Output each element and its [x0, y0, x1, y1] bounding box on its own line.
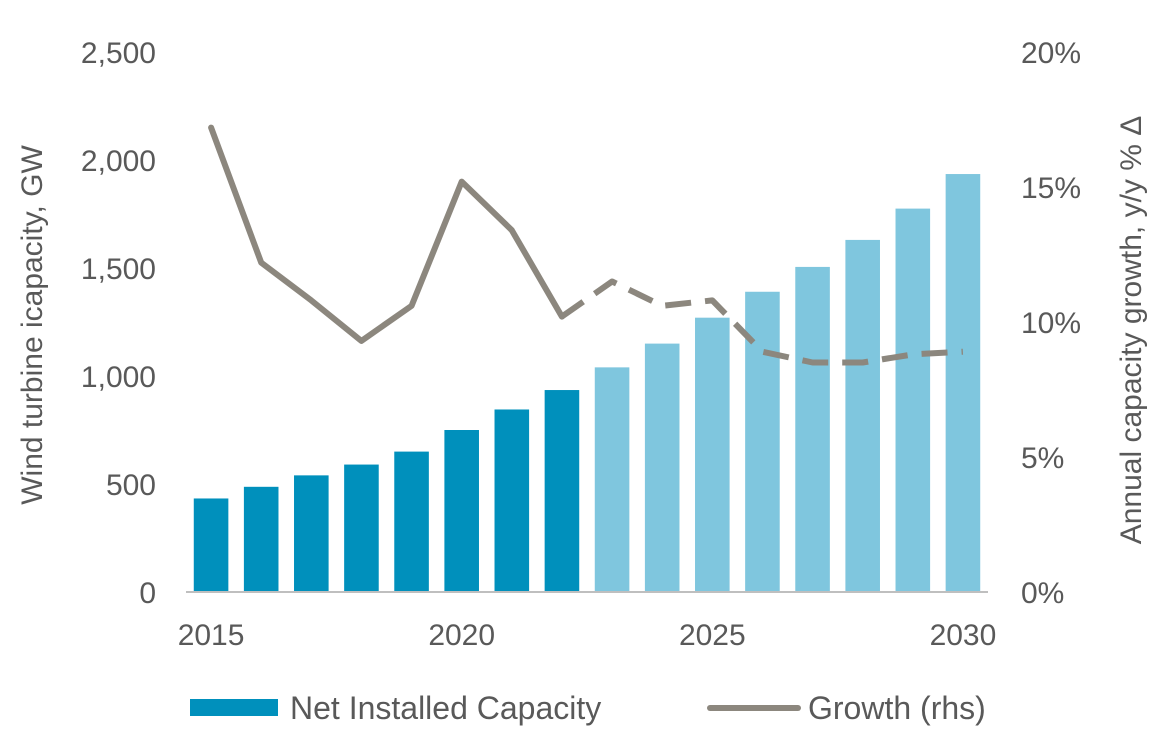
bar-2021	[494, 409, 530, 592]
legend-label-net-installed-capacity: Net Installed Capacity	[290, 690, 601, 726]
y-tick-label-2500: 2,500	[81, 37, 156, 70]
y-tick-label-1500: 1,500	[81, 253, 156, 286]
y2-tick-label-0: 0%	[1021, 577, 1064, 610]
bar-2029	[895, 208, 931, 592]
legend-swatch-net-installed-capacity	[190, 699, 278, 716]
y-tick-label-500: 500	[106, 469, 156, 502]
y-tick-labels: 0 500 1,000 1,500 2,000 2,500	[81, 37, 156, 610]
bar-2028	[845, 239, 880, 593]
legend-label-growth: Growth (rhs)	[808, 690, 986, 726]
x-tick-label-2015: 2015	[178, 619, 245, 652]
bar-2015	[193, 498, 229, 592]
bar-2024	[644, 343, 680, 592]
x-tick-label-2025: 2025	[679, 619, 746, 652]
bar-2023	[594, 367, 630, 592]
y2-tick-label-5: 5%	[1021, 442, 1064, 475]
y2-tick-label-20: 20%	[1021, 37, 1081, 70]
bar-series	[193, 174, 981, 593]
growth-line-forecast	[560, 278, 964, 366]
y-tick-label-0: 0	[139, 577, 156, 610]
bar-2016	[243, 486, 279, 592]
bar-2020	[444, 430, 479, 592]
x-tick-label-2030: 2030	[930, 619, 997, 652]
growth-line-historical	[208, 124, 565, 344]
bar-2017	[294, 475, 329, 592]
bar-2027	[795, 266, 830, 592]
y2-axis-title: Annual capacity growth, y/y % Δ	[1115, 116, 1148, 545]
y2-tick-labels: 0% 5% 10% 15% 20%	[1021, 37, 1081, 610]
legend: Net Installed Capacity Growth (rhs)	[190, 690, 986, 726]
bar-2018	[344, 464, 379, 592]
y-tick-label-2000: 2,000	[81, 145, 156, 178]
bar-2019	[394, 451, 429, 592]
x-tick-label-2020: 2020	[428, 619, 495, 652]
y-tick-label-1000: 1,000	[81, 361, 156, 394]
growth-line-series	[208, 124, 964, 366]
bar-2030	[945, 174, 981, 593]
bar-2022	[544, 390, 580, 592]
y-axis-title: Wind turbine icapacity, GW	[16, 145, 49, 505]
y2-tick-label-15: 15%	[1021, 172, 1081, 205]
bar-2025	[695, 317, 730, 592]
x-tick-labels: 2015 2020 2025 2030	[178, 619, 997, 652]
y2-tick-label-10: 10%	[1021, 307, 1081, 340]
